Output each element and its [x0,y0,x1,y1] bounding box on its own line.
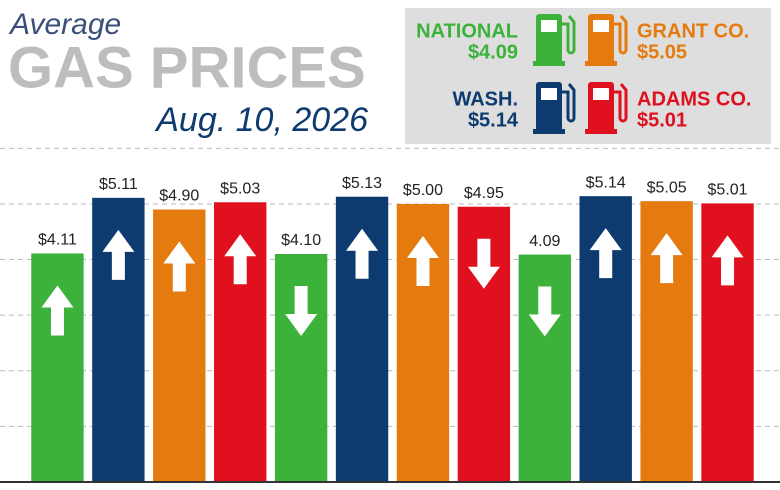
legend-name: WASH. [452,88,518,110]
value-label: $4.90 [159,188,199,205]
value-label: $4.95 [464,185,504,202]
pump-base [533,61,565,66]
legend-name: NATIONAL [416,20,518,42]
direction-arrow [467,238,500,289]
pump-base [585,61,617,66]
direction-arrow [589,228,622,279]
direction-arrow [528,286,561,337]
chart-title: GAS PRICES [8,35,366,100]
value-label: 4.09 [529,233,560,250]
value-label: $5.13 [342,175,382,192]
direction-arrow [650,233,683,284]
legend-price: $4.09 [468,41,518,63]
chart-kicker: Average [8,8,121,41]
value-label: $4.10 [281,232,321,249]
pump-window [541,88,557,100]
value-label: $4.11 [38,232,77,249]
direction-arrow [346,228,379,279]
direction-arrow [163,241,196,292]
value-label: $5.00 [403,182,443,199]
chart-subtitle: Aug. 10, 2026 [154,101,368,139]
pump-window [593,20,609,32]
pump-hose [562,83,576,123]
pump-base [585,129,617,134]
direction-arrow [711,235,744,286]
value-label: $5.05 [647,179,687,196]
pump-window [593,88,609,100]
direction-arrow [41,285,74,336]
direction-arrow [285,285,318,336]
value-label: $5.14 [586,174,626,191]
pump-base [533,129,565,134]
direction-arrow [224,234,257,285]
legend-price: $5.01 [637,109,687,131]
pump-window [541,20,557,32]
legend: NATIONAL$4.09 WASH.$5.14 GRANT CO.$5.05 ADA… [416,14,751,134]
legend-price: $5.05 [637,41,687,63]
legend-price: $5.14 [468,109,519,131]
direction-arrow [102,229,135,280]
pump-hose [614,15,628,55]
value-label: $5.03 [220,180,260,197]
plot-area: $4.11 $5.11 $4.90 $5.03 $4.10 $5.13 $5.00 $4.95… [0,147,780,483]
legend-name: GRANT CO. [637,20,749,42]
pump-hose [614,83,628,123]
legend-name: ADAMS CO. [637,88,751,110]
direction-arrow [406,235,439,286]
value-label: $5.01 [708,182,748,199]
pump-hose [562,15,576,55]
value-label: $5.11 [99,176,138,193]
